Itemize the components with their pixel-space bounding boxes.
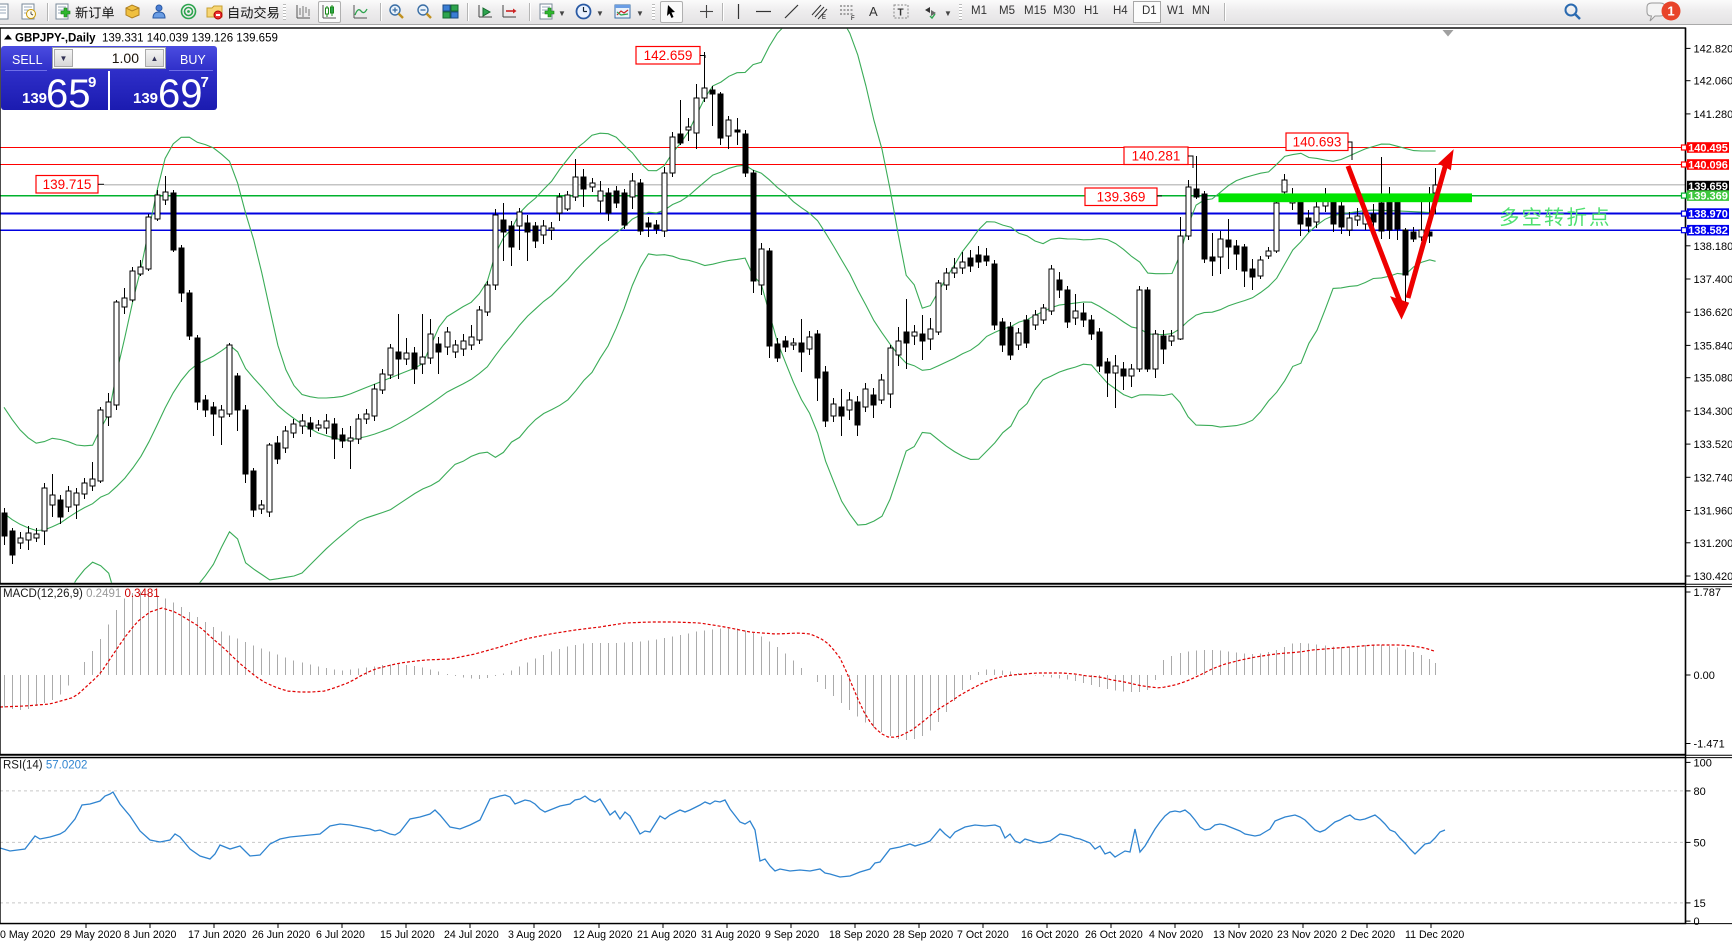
- svg-text:141.280: 141.280: [1694, 109, 1732, 121]
- svg-text:142.060: 142.060: [1694, 76, 1732, 88]
- svg-text:100: 100: [1694, 757, 1712, 769]
- svg-text:23 Nov 2020: 23 Nov 2020: [1277, 929, 1337, 941]
- svg-text:MACD(12,26,9) 0.2491 0.3481: MACD(12,26,9) 0.2491 0.3481: [3, 588, 160, 600]
- svg-text:140.495: 140.495: [1688, 143, 1728, 155]
- svg-text:131.200: 131.200: [1694, 538, 1732, 550]
- svg-text:132.740: 132.740: [1694, 472, 1732, 484]
- svg-text:RSI(14) 57.0202: RSI(14) 57.0202: [3, 760, 87, 772]
- svg-text:142.820: 142.820: [1694, 43, 1732, 55]
- svg-text:1.787: 1.787: [1694, 587, 1722, 599]
- svg-text:15 Jul 2020: 15 Jul 2020: [380, 929, 435, 941]
- svg-text:2 Dec 2020: 2 Dec 2020: [1341, 929, 1395, 941]
- svg-text:140.693: 140.693: [1293, 135, 1342, 150]
- svg-text:13 Nov 2020: 13 Nov 2020: [1213, 929, 1273, 941]
- svg-text:26 Jun 2020: 26 Jun 2020: [252, 929, 310, 941]
- svg-text:16 Oct 2020: 16 Oct 2020: [1021, 929, 1079, 941]
- svg-text:131.960: 131.960: [1694, 506, 1732, 518]
- svg-text:24 Jul 2020: 24 Jul 2020: [444, 929, 499, 941]
- svg-text:12 Aug 2020: 12 Aug 2020: [573, 929, 633, 941]
- svg-text:136.620: 136.620: [1694, 307, 1732, 319]
- svg-text:T: T: [898, 8, 904, 19]
- svg-text:50: 50: [1694, 837, 1706, 849]
- svg-text:E: E: [822, 15, 826, 20]
- svg-text:3 Aug 2020: 3 Aug 2020: [508, 929, 562, 941]
- svg-text:138.970: 138.970: [1688, 209, 1728, 221]
- svg-text:134.300: 134.300: [1694, 406, 1732, 418]
- svg-text:4 Nov 2020: 4 Nov 2020: [1149, 929, 1203, 941]
- svg-text:26 Oct 2020: 26 Oct 2020: [1085, 929, 1143, 941]
- svg-text:137.400: 137.400: [1694, 274, 1732, 286]
- svg-text:80: 80: [1694, 786, 1706, 798]
- svg-text:21 Aug 2020: 21 Aug 2020: [637, 929, 697, 941]
- svg-text:18 Sep 2020: 18 Sep 2020: [829, 929, 889, 941]
- svg-text:135.080: 135.080: [1694, 373, 1732, 385]
- svg-text:1: 1: [1667, 4, 1674, 19]
- svg-text:F: F: [851, 16, 855, 20]
- svg-text:139.331 140.039 139.126 139.65: 139.331 140.039 139.126 139.659: [102, 33, 278, 45]
- svg-text:8 Jun 2020: 8 Jun 2020: [124, 929, 177, 941]
- svg-text:140.281: 140.281: [1132, 149, 1181, 164]
- svg-text:17 Jun 2020: 17 Jun 2020: [188, 929, 246, 941]
- svg-text:139.369: 139.369: [1097, 190, 1146, 205]
- svg-text:7 Oct 2020: 7 Oct 2020: [957, 929, 1009, 941]
- svg-text:29 May 2020: 29 May 2020: [60, 929, 121, 941]
- svg-text:GBPJPY-,Daily: GBPJPY-,Daily: [15, 33, 96, 45]
- svg-text:130.420: 130.420: [1694, 571, 1732, 583]
- svg-text:15: 15: [1694, 898, 1706, 910]
- svg-text:0 May 2020: 0 May 2020: [0, 929, 55, 941]
- svg-text:0: 0: [1694, 916, 1700, 928]
- svg-text:142.659: 142.659: [644, 48, 693, 63]
- svg-text:139.369: 139.369: [1688, 191, 1728, 203]
- svg-text:140.096: 140.096: [1688, 160, 1728, 172]
- svg-text:133.520: 133.520: [1694, 439, 1732, 451]
- svg-text:28 Sep 2020: 28 Sep 2020: [893, 929, 953, 941]
- svg-text:31 Aug 2020: 31 Aug 2020: [701, 929, 761, 941]
- svg-text:138.582: 138.582: [1688, 225, 1728, 237]
- svg-text:0.00: 0.00: [1694, 670, 1715, 682]
- svg-text:9 Sep 2020: 9 Sep 2020: [765, 929, 819, 941]
- svg-text:-1.471: -1.471: [1694, 739, 1725, 751]
- svg-text:135.840: 135.840: [1694, 340, 1732, 352]
- svg-text:138.180: 138.180: [1694, 241, 1732, 253]
- svg-text:139.715: 139.715: [43, 177, 92, 192]
- svg-text:11 Dec 2020: 11 Dec 2020: [1405, 929, 1464, 941]
- svg-text:6 Jul 2020: 6 Jul 2020: [316, 929, 365, 941]
